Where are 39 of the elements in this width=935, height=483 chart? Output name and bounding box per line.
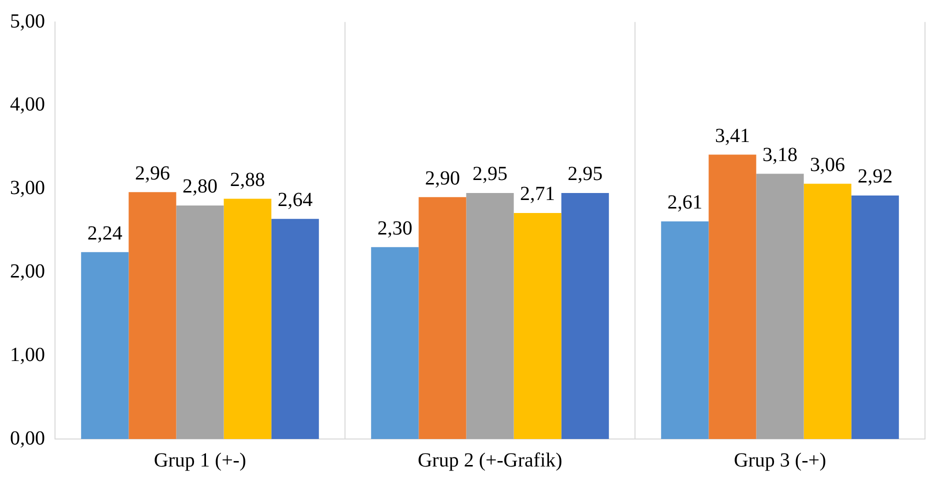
bar <box>224 198 272 439</box>
bar <box>756 174 804 439</box>
bar <box>176 205 224 439</box>
bar <box>81 252 129 439</box>
x-tick-label: Grup 1 (+-) <box>154 449 246 472</box>
data-label: 2,92 <box>858 166 893 188</box>
data-label: 2,80 <box>182 176 218 198</box>
data-label: 2,61 <box>667 192 702 214</box>
data-label: 3,41 <box>714 124 750 147</box>
bar <box>661 221 709 439</box>
bar <box>561 192 609 439</box>
y-tick-label: 1,00 <box>10 344 45 366</box>
data-label: 2,96 <box>134 162 170 184</box>
bar <box>271 218 319 439</box>
bar <box>851 195 899 439</box>
data-label: 2,90 <box>424 167 460 190</box>
y-tick-label: 3,00 <box>10 177 45 200</box>
data-label: 2,24 <box>87 222 122 244</box>
y-tick-label: 5,00 <box>10 10 45 32</box>
y-tick-label: 2,00 <box>10 260 45 282</box>
data-label: 2,95 <box>568 163 603 186</box>
y-tick-label: 0,00 <box>10 427 45 450</box>
bar <box>371 247 419 439</box>
data-label: 2,95 <box>472 163 508 186</box>
y-tick-label: 4,00 <box>10 94 45 116</box>
bar <box>804 184 852 439</box>
data-label: 3,18 <box>762 144 798 166</box>
bar <box>128 192 176 439</box>
data-label: 2,71 <box>520 183 556 206</box>
data-label: 3,06 <box>810 154 846 176</box>
bar <box>514 212 562 439</box>
bar <box>708 154 756 439</box>
data-label: 2,88 <box>230 169 266 192</box>
data-label: 2,64 <box>278 189 313 212</box>
x-tick-label: Grup 2 (+-Grafik) <box>418 449 562 472</box>
bar <box>466 192 514 439</box>
bar <box>418 197 466 439</box>
data-label: 2,30 <box>377 217 412 240</box>
x-tick-label: Grup 3 (-+) <box>734 449 826 472</box>
